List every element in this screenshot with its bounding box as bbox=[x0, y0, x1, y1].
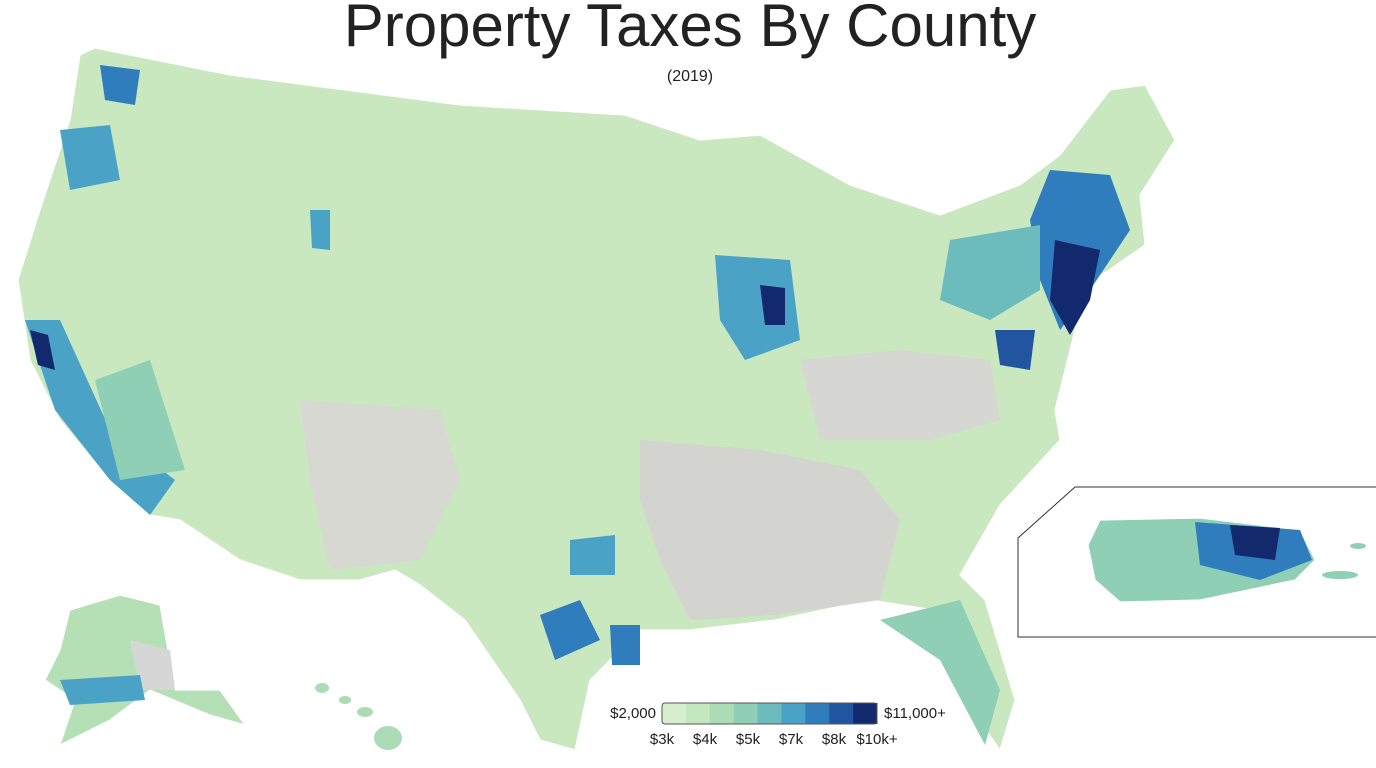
ny-nj-highest bbox=[1050, 240, 1100, 335]
legend-swatch bbox=[781, 703, 806, 724]
alaska bbox=[44, 594, 247, 747]
legend-swatch bbox=[853, 703, 878, 724]
houston-high bbox=[610, 625, 640, 665]
legend-tick-label: $7k bbox=[779, 731, 804, 748]
wyoming-mid bbox=[310, 210, 330, 250]
legend-tick-label: $4k bbox=[693, 731, 718, 748]
chicago-highest bbox=[760, 285, 785, 325]
southwest-gray bbox=[300, 400, 460, 570]
title: Property Taxes By County bbox=[344, 0, 1037, 59]
florida-mid bbox=[880, 600, 1000, 745]
legend: $2,000 $11,000+ $3k $4k $5k $7k $8k $10k+ bbox=[610, 702, 946, 748]
legend-tick-label: $10k+ bbox=[856, 731, 898, 748]
oregon-mid bbox=[60, 125, 120, 190]
legend-swatch bbox=[829, 703, 854, 724]
subtitle: (2019) bbox=[667, 68, 713, 85]
legend-tick-label: $5k bbox=[736, 731, 761, 748]
alaska-gray bbox=[130, 640, 175, 690]
austin-high bbox=[540, 600, 600, 660]
hawaii-island bbox=[357, 707, 373, 717]
legend-tick-label: $8k bbox=[822, 731, 847, 748]
contiguous-us bbox=[17, 47, 1176, 752]
legend-frame bbox=[661, 702, 878, 725]
california-inland bbox=[95, 360, 185, 480]
vieques bbox=[1322, 571, 1358, 579]
seattle-high bbox=[100, 65, 140, 105]
bay-area-highest bbox=[30, 330, 55, 370]
legend-swatch bbox=[709, 703, 735, 724]
legend-swatch bbox=[662, 703, 687, 724]
hawaii-island bbox=[374, 726, 402, 750]
appalachia-gray bbox=[800, 350, 1000, 440]
dallas-mid bbox=[570, 535, 615, 575]
alaska-mid bbox=[60, 675, 145, 705]
san-juan-highest bbox=[1230, 525, 1280, 560]
legend-swatch bbox=[685, 703, 711, 724]
us-outline bbox=[17, 47, 1176, 752]
puerto-rico-inset bbox=[1017, 486, 1376, 638]
hawaii bbox=[315, 683, 402, 750]
southeast-gray bbox=[640, 440, 900, 620]
legend-swatch bbox=[805, 703, 830, 724]
illinois-wisconsin bbox=[715, 255, 800, 360]
hawaii-island bbox=[339, 696, 351, 704]
maryland-high bbox=[995, 330, 1035, 370]
new-york-mid bbox=[940, 225, 1040, 320]
culebra bbox=[1350, 543, 1366, 549]
legend-min: $2,000 bbox=[610, 705, 656, 722]
legend-swatch bbox=[757, 703, 782, 724]
legend-tick-label: $3k bbox=[650, 731, 675, 748]
hawaii-island bbox=[315, 683, 329, 693]
legend-max: $11,000+ bbox=[884, 705, 946, 722]
legend-swatch bbox=[733, 703, 759, 724]
inset-frame bbox=[1017, 486, 1376, 638]
